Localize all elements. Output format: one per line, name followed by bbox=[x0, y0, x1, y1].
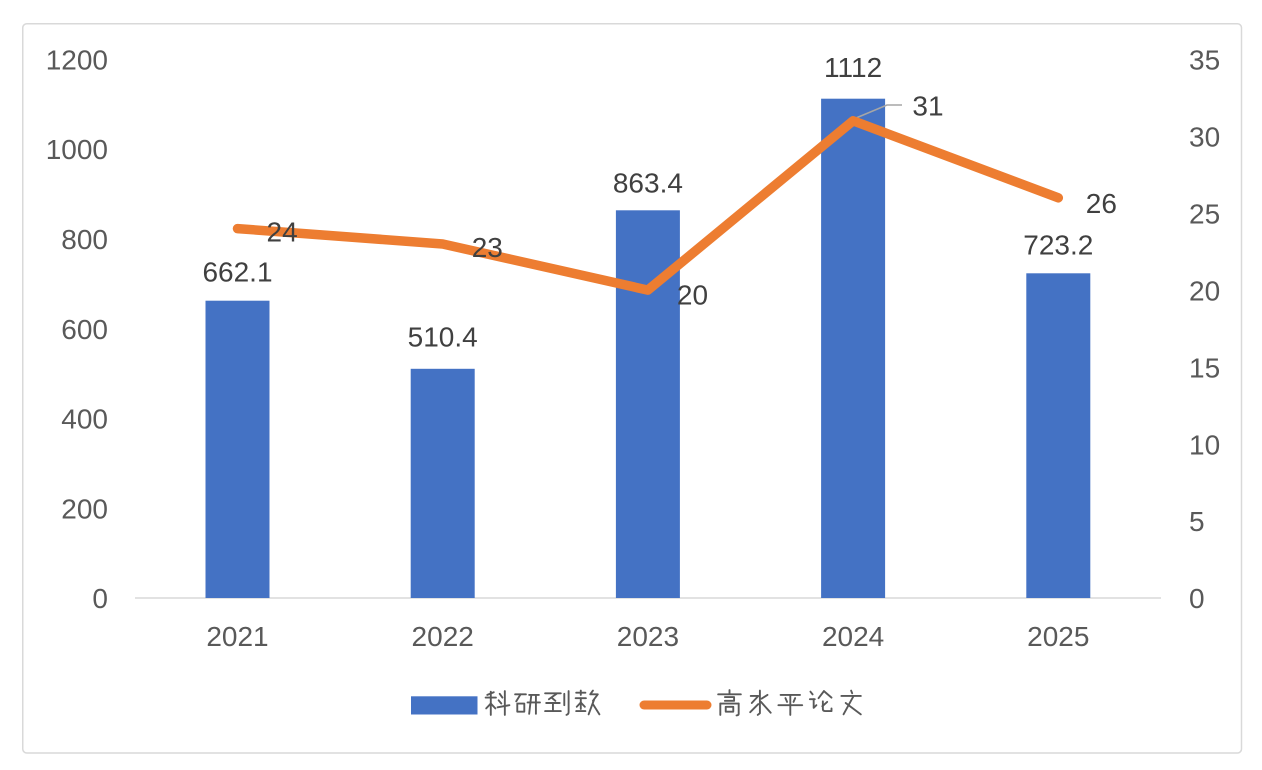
svg-text:2022: 2022 bbox=[412, 621, 474, 652]
svg-text:20: 20 bbox=[677, 279, 708, 310]
svg-text:23: 23 bbox=[472, 232, 503, 263]
svg-text:510.4: 510.4 bbox=[408, 321, 478, 352]
svg-text:26: 26 bbox=[1086, 188, 1117, 219]
svg-text:0: 0 bbox=[1189, 583, 1205, 614]
svg-text:5: 5 bbox=[1189, 506, 1205, 537]
svg-text:723.2: 723.2 bbox=[1023, 229, 1093, 260]
svg-text:35: 35 bbox=[1189, 44, 1220, 75]
svg-text:31: 31 bbox=[912, 91, 943, 122]
svg-text:0: 0 bbox=[92, 583, 108, 614]
svg-text:2025: 2025 bbox=[1027, 621, 1089, 652]
svg-text:1200: 1200 bbox=[46, 44, 108, 75]
svg-text:10: 10 bbox=[1189, 429, 1220, 460]
svg-text:2024: 2024 bbox=[822, 621, 884, 652]
svg-text:30: 30 bbox=[1189, 121, 1220, 152]
svg-text:200: 200 bbox=[61, 493, 108, 524]
svg-text:662.1: 662.1 bbox=[202, 257, 272, 288]
svg-text:2023: 2023 bbox=[617, 621, 679, 652]
svg-text:1112: 1112 bbox=[824, 52, 882, 83]
svg-text:20: 20 bbox=[1189, 275, 1220, 306]
svg-text:25: 25 bbox=[1189, 198, 1220, 229]
svg-text:2021: 2021 bbox=[206, 621, 268, 652]
svg-text:15: 15 bbox=[1189, 352, 1220, 383]
svg-text:24: 24 bbox=[267, 217, 298, 248]
svg-text:400: 400 bbox=[61, 404, 108, 435]
svg-text:863.4: 863.4 bbox=[613, 167, 683, 198]
svg-text:1000: 1000 bbox=[46, 134, 108, 165]
svg-text:600: 600 bbox=[61, 314, 108, 345]
svg-text:800: 800 bbox=[61, 224, 108, 255]
